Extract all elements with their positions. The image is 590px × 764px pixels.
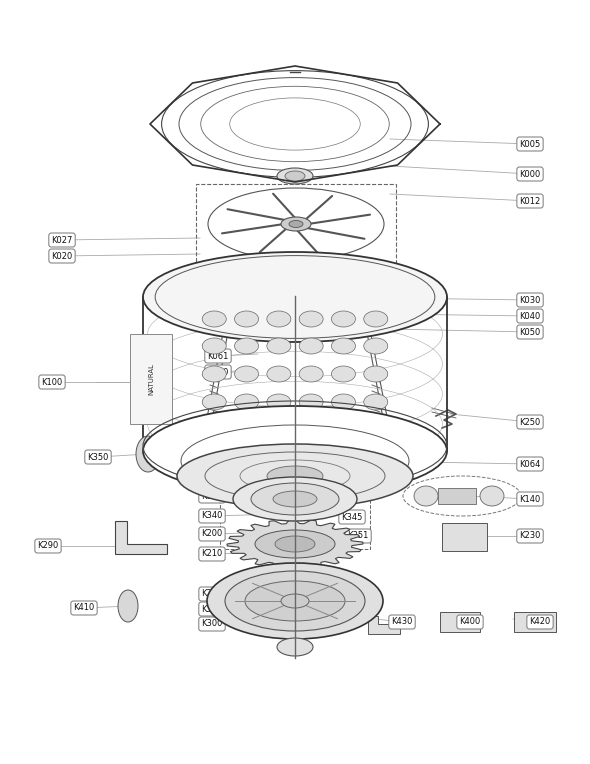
Ellipse shape <box>267 466 323 486</box>
Bar <box>130 334 172 424</box>
Ellipse shape <box>275 260 315 272</box>
Text: K061: K061 <box>207 351 229 361</box>
Ellipse shape <box>289 221 303 228</box>
Ellipse shape <box>281 217 311 231</box>
Ellipse shape <box>267 366 291 382</box>
Ellipse shape <box>255 530 335 558</box>
Text: K420: K420 <box>529 617 550 626</box>
Ellipse shape <box>332 366 355 382</box>
Ellipse shape <box>257 268 333 284</box>
Text: K170: K170 <box>201 491 222 500</box>
Ellipse shape <box>364 338 388 354</box>
Polygon shape <box>227 520 363 568</box>
Ellipse shape <box>277 282 313 290</box>
Ellipse shape <box>207 563 383 639</box>
Ellipse shape <box>235 338 258 354</box>
Text: K351: K351 <box>348 532 369 540</box>
Text: K300: K300 <box>201 620 222 629</box>
Ellipse shape <box>202 338 226 354</box>
Bar <box>438 488 476 504</box>
Text: K400: K400 <box>460 617 481 626</box>
Ellipse shape <box>275 536 315 552</box>
Ellipse shape <box>332 338 355 354</box>
Ellipse shape <box>277 638 313 656</box>
Ellipse shape <box>332 394 355 410</box>
Ellipse shape <box>136 436 160 472</box>
Text: K230: K230 <box>519 532 540 540</box>
Ellipse shape <box>267 422 291 438</box>
Ellipse shape <box>202 394 226 410</box>
Text: K140: K140 <box>519 494 540 503</box>
Bar <box>514 612 556 632</box>
Ellipse shape <box>273 491 317 507</box>
Text: K050: K050 <box>519 328 540 336</box>
Ellipse shape <box>285 171 305 181</box>
Text: K430: K430 <box>391 617 412 626</box>
Ellipse shape <box>260 279 330 293</box>
Text: K000: K000 <box>519 170 540 179</box>
Ellipse shape <box>299 338 323 354</box>
Polygon shape <box>368 616 400 634</box>
Text: K040: K040 <box>519 312 540 321</box>
Text: K345: K345 <box>341 513 363 522</box>
Ellipse shape <box>235 394 258 410</box>
Ellipse shape <box>267 338 291 354</box>
Ellipse shape <box>177 444 413 508</box>
Bar <box>440 612 480 632</box>
Text: K200: K200 <box>201 529 222 539</box>
Text: K350: K350 <box>87 452 109 461</box>
Polygon shape <box>115 521 167 554</box>
Ellipse shape <box>299 366 323 382</box>
Ellipse shape <box>118 590 138 622</box>
Ellipse shape <box>202 422 226 438</box>
Text: K410: K410 <box>73 604 94 613</box>
Text: K060: K060 <box>207 367 229 377</box>
Text: K012: K012 <box>519 196 540 206</box>
Text: K250: K250 <box>519 417 540 426</box>
Text: K305: K305 <box>201 604 222 613</box>
Bar <box>442 523 487 551</box>
Ellipse shape <box>143 406 447 496</box>
Ellipse shape <box>364 394 388 410</box>
Ellipse shape <box>251 483 339 515</box>
Ellipse shape <box>202 311 226 327</box>
Text: K210: K210 <box>201 549 222 558</box>
Ellipse shape <box>299 394 323 410</box>
Ellipse shape <box>277 168 313 184</box>
Ellipse shape <box>235 366 258 382</box>
Ellipse shape <box>480 486 504 506</box>
Ellipse shape <box>245 581 345 621</box>
Ellipse shape <box>364 366 388 382</box>
Text: K030: K030 <box>519 296 540 305</box>
Bar <box>196 184 396 264</box>
Text: NATURAL: NATURAL <box>148 363 154 395</box>
Text: K290: K290 <box>37 542 58 551</box>
Text: K201: K201 <box>201 590 222 598</box>
Ellipse shape <box>332 422 355 438</box>
Ellipse shape <box>332 311 355 327</box>
Text: K340: K340 <box>201 512 222 520</box>
Ellipse shape <box>364 311 388 327</box>
Bar <box>220 481 370 549</box>
Ellipse shape <box>267 311 291 327</box>
Ellipse shape <box>235 311 258 327</box>
Ellipse shape <box>281 594 309 608</box>
Text: K005: K005 <box>519 140 540 148</box>
Ellipse shape <box>255 256 335 276</box>
Ellipse shape <box>276 271 314 281</box>
Ellipse shape <box>143 252 447 342</box>
Ellipse shape <box>225 571 365 631</box>
Ellipse shape <box>267 394 291 410</box>
Ellipse shape <box>299 311 323 327</box>
Ellipse shape <box>364 422 388 438</box>
Text: K027: K027 <box>51 235 73 244</box>
Text: K064: K064 <box>519 459 540 468</box>
Ellipse shape <box>299 422 323 438</box>
Ellipse shape <box>414 486 438 506</box>
Ellipse shape <box>233 477 357 521</box>
Text: K100: K100 <box>41 377 63 387</box>
Text: K020: K020 <box>51 251 73 261</box>
Ellipse shape <box>235 422 258 438</box>
Ellipse shape <box>202 366 226 382</box>
